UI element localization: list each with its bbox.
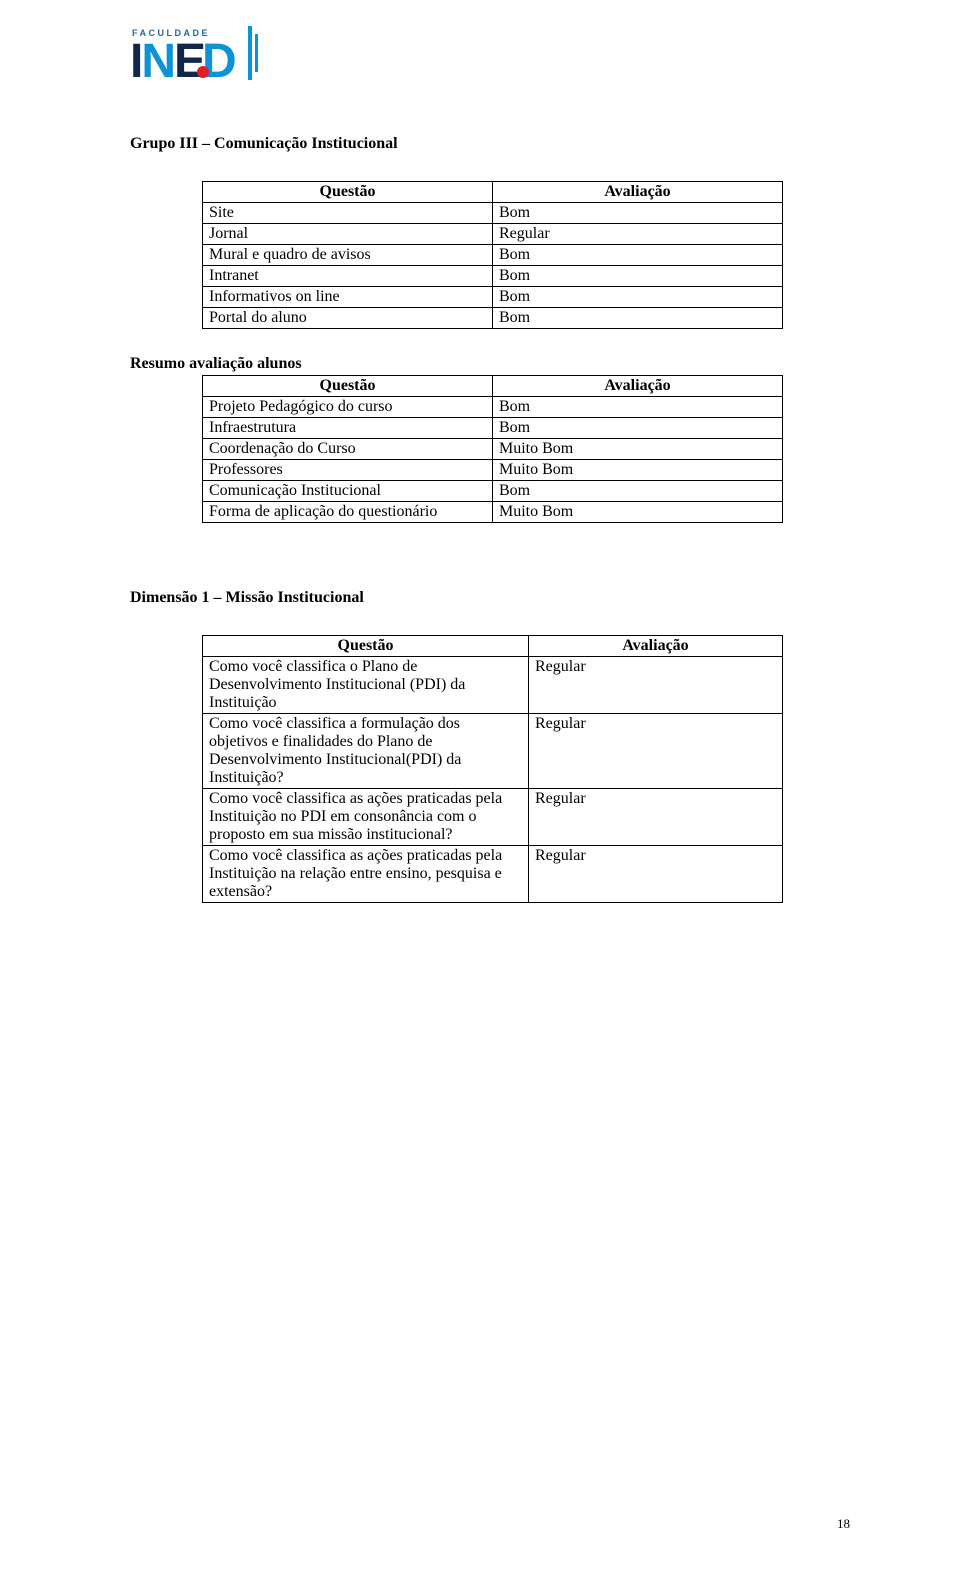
logo-bar-icon xyxy=(248,26,252,80)
table-row: SiteBom xyxy=(203,203,783,224)
table-dim1: Questão Avaliação Como você classifica o… xyxy=(202,635,783,903)
cell-q: Como você classifica a formulação dos ob… xyxy=(203,714,529,789)
header-questao: Questão xyxy=(203,376,493,397)
table-row: IntranetBom xyxy=(203,266,783,287)
cell-a: Muito Bom xyxy=(493,439,783,460)
table-header-row: Questão Avaliação xyxy=(203,636,783,657)
page-number: 18 xyxy=(837,1516,850,1532)
cell-q: Jornal xyxy=(203,224,493,245)
cell-a: Muito Bom xyxy=(493,460,783,481)
table-resumo: Questão Avaliação Projeto Pedagógico do … xyxy=(202,375,783,523)
table-row: Projeto Pedagógico do cursoBom xyxy=(203,397,783,418)
cell-q: Coordenação do Curso xyxy=(203,439,493,460)
table-row: Como você classifica as ações praticadas… xyxy=(203,789,783,846)
table-row: Como você classifica o Plano de Desenvol… xyxy=(203,657,783,714)
header-avaliacao: Avaliação xyxy=(493,182,783,203)
logo: FACULDADE I N E D xyxy=(130,28,235,86)
table-row: InfraestruturaBom xyxy=(203,418,783,439)
cell-q: Comunicação Institucional xyxy=(203,481,493,502)
section-title-dim1: Dimensão 1 – Missão Institucional xyxy=(130,589,850,607)
cell-a: Regular xyxy=(529,789,783,846)
header-avaliacao: Avaliação xyxy=(493,376,783,397)
cell-a: Regular xyxy=(529,657,783,714)
cell-a: Bom xyxy=(493,481,783,502)
table-row: Coordenação do CursoMuito Bom xyxy=(203,439,783,460)
table-header-row: Questão Avaliação xyxy=(203,376,783,397)
cell-a: Bom xyxy=(493,203,783,224)
cell-q: Infraestrutura xyxy=(203,418,493,439)
logo-letter-i: I xyxy=(130,38,141,86)
logo-bar2-icon xyxy=(255,34,258,72)
cell-a: Regular xyxy=(493,224,783,245)
cell-q: Portal do aluno xyxy=(203,308,493,329)
table-header-row: Questão Avaliação xyxy=(203,182,783,203)
cell-q: Forma de aplicação do questionário xyxy=(203,502,493,523)
cell-a: Regular xyxy=(529,846,783,903)
logo-letter-e: E xyxy=(174,38,204,86)
section-title-g3: Grupo III – Comunicação Institucional xyxy=(130,135,850,153)
section-title-resumo: Resumo avaliação alunos xyxy=(130,355,850,373)
table-row: Mural e quadro de avisosBom xyxy=(203,245,783,266)
logo-ined: I N E D xyxy=(130,38,235,86)
cell-q: Projeto Pedagógico do curso xyxy=(203,397,493,418)
cell-q: Como você classifica o Plano de Desenvol… xyxy=(203,657,529,714)
logo-letter-d: D xyxy=(202,38,235,86)
table-row: Como você classifica as ações praticadas… xyxy=(203,846,783,903)
page-content: Grupo III – Comunicação Institucional Qu… xyxy=(130,135,850,903)
cell-q: Mural e quadro de avisos xyxy=(203,245,493,266)
header-questao: Questão xyxy=(203,182,493,203)
logo-letter-n: N xyxy=(141,38,174,86)
logo-dot-icon xyxy=(197,66,209,78)
cell-a: Bom xyxy=(493,308,783,329)
cell-a: Regular xyxy=(529,714,783,789)
table-row: Forma de aplicação do questionárioMuito … xyxy=(203,502,783,523)
cell-q: Informativos on line xyxy=(203,287,493,308)
table-row: Como você classifica a formulação dos ob… xyxy=(203,714,783,789)
table-g3: Questão Avaliação SiteBom JornalRegular … xyxy=(202,181,783,329)
header-questao: Questão xyxy=(203,636,529,657)
table-row: Informativos on lineBom xyxy=(203,287,783,308)
cell-a: Bom xyxy=(493,287,783,308)
cell-q: Professores xyxy=(203,460,493,481)
cell-q: Como você classifica as ações praticadas… xyxy=(203,789,529,846)
table-row: Comunicação InstitucionalBom xyxy=(203,481,783,502)
cell-q: Como você classifica as ações praticadas… xyxy=(203,846,529,903)
header-avaliacao: Avaliação xyxy=(529,636,783,657)
cell-a: Bom xyxy=(493,266,783,287)
cell-a: Muito Bom xyxy=(493,502,783,523)
cell-a: Bom xyxy=(493,245,783,266)
cell-q: Intranet xyxy=(203,266,493,287)
cell-a: Bom xyxy=(493,418,783,439)
cell-a: Bom xyxy=(493,397,783,418)
table-row: ProfessoresMuito Bom xyxy=(203,460,783,481)
table-row: JornalRegular xyxy=(203,224,783,245)
table-row: Portal do alunoBom xyxy=(203,308,783,329)
cell-q: Site xyxy=(203,203,493,224)
